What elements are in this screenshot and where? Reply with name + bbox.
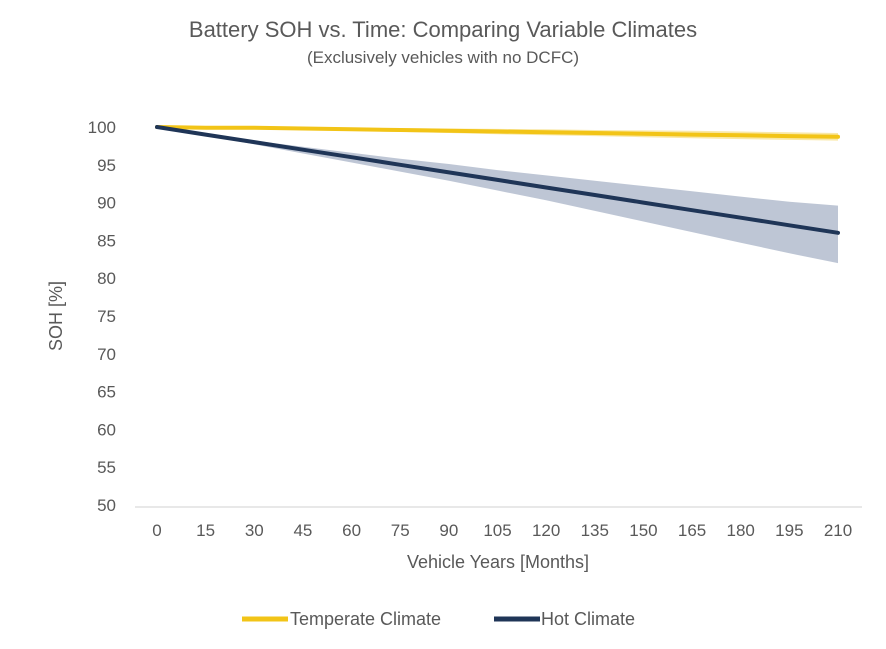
x-tick-label: 75 — [391, 521, 410, 540]
y-axis-title: SOH [%] — [46, 281, 66, 351]
x-tick-label: 90 — [439, 521, 458, 540]
y-tick-label: 95 — [97, 156, 116, 175]
y-axis-ticks: 100 95 90 85 80 75 70 65 60 55 50 — [88, 118, 116, 515]
x-tick-label: 30 — [245, 521, 264, 540]
confidence-band-temperate — [157, 127, 838, 141]
y-tick-label: 70 — [97, 345, 116, 364]
y-tick-label: 55 — [97, 458, 116, 477]
y-tick-label: 50 — [97, 496, 116, 515]
x-axis-ticks: 0 15 30 45 60 75 90 105 120 135 150 165 180 195 210 — [152, 521, 852, 540]
legend: Temperate Climate Hot Climate — [242, 609, 635, 629]
x-tick-label: 180 — [727, 521, 755, 540]
x-tick-label: 210 — [824, 521, 852, 540]
y-tick-label: 60 — [97, 420, 116, 439]
legend-label-temperate: Temperate Climate — [290, 609, 441, 629]
series-line-hot — [155, 125, 840, 235]
series-lines — [155, 125, 840, 235]
x-tick-label: 0 — [152, 521, 161, 540]
x-tick-label: 150 — [629, 521, 657, 540]
chart-title: Battery SOH vs. Time: Comparing Variable… — [189, 17, 697, 42]
confidence-band-hot — [157, 127, 838, 264]
x-tick-label: 15 — [196, 521, 215, 540]
y-tick-label: 65 — [97, 383, 116, 402]
y-tick-label: 100 — [88, 118, 116, 137]
confidence-bands — [157, 127, 838, 264]
chart-subtitle: (Exclusively vehicles with no DCFC) — [307, 48, 579, 67]
y-tick-label: 90 — [97, 194, 116, 213]
legend-label-hot: Hot Climate — [541, 609, 635, 629]
y-tick-label: 75 — [97, 307, 116, 326]
x-tick-label: 195 — [775, 521, 803, 540]
x-tick-label: 135 — [581, 521, 609, 540]
x-axis-title: Vehicle Years [Months] — [407, 552, 589, 572]
x-tick-label: 60 — [342, 521, 361, 540]
y-tick-label: 85 — [97, 231, 116, 250]
series-line-temperate — [155, 125, 840, 139]
x-tick-label: 165 — [678, 521, 706, 540]
y-tick-label: 80 — [97, 269, 116, 288]
x-tick-label: 120 — [532, 521, 560, 540]
x-tick-label: 105 — [483, 521, 511, 540]
x-tick-label: 45 — [293, 521, 312, 540]
